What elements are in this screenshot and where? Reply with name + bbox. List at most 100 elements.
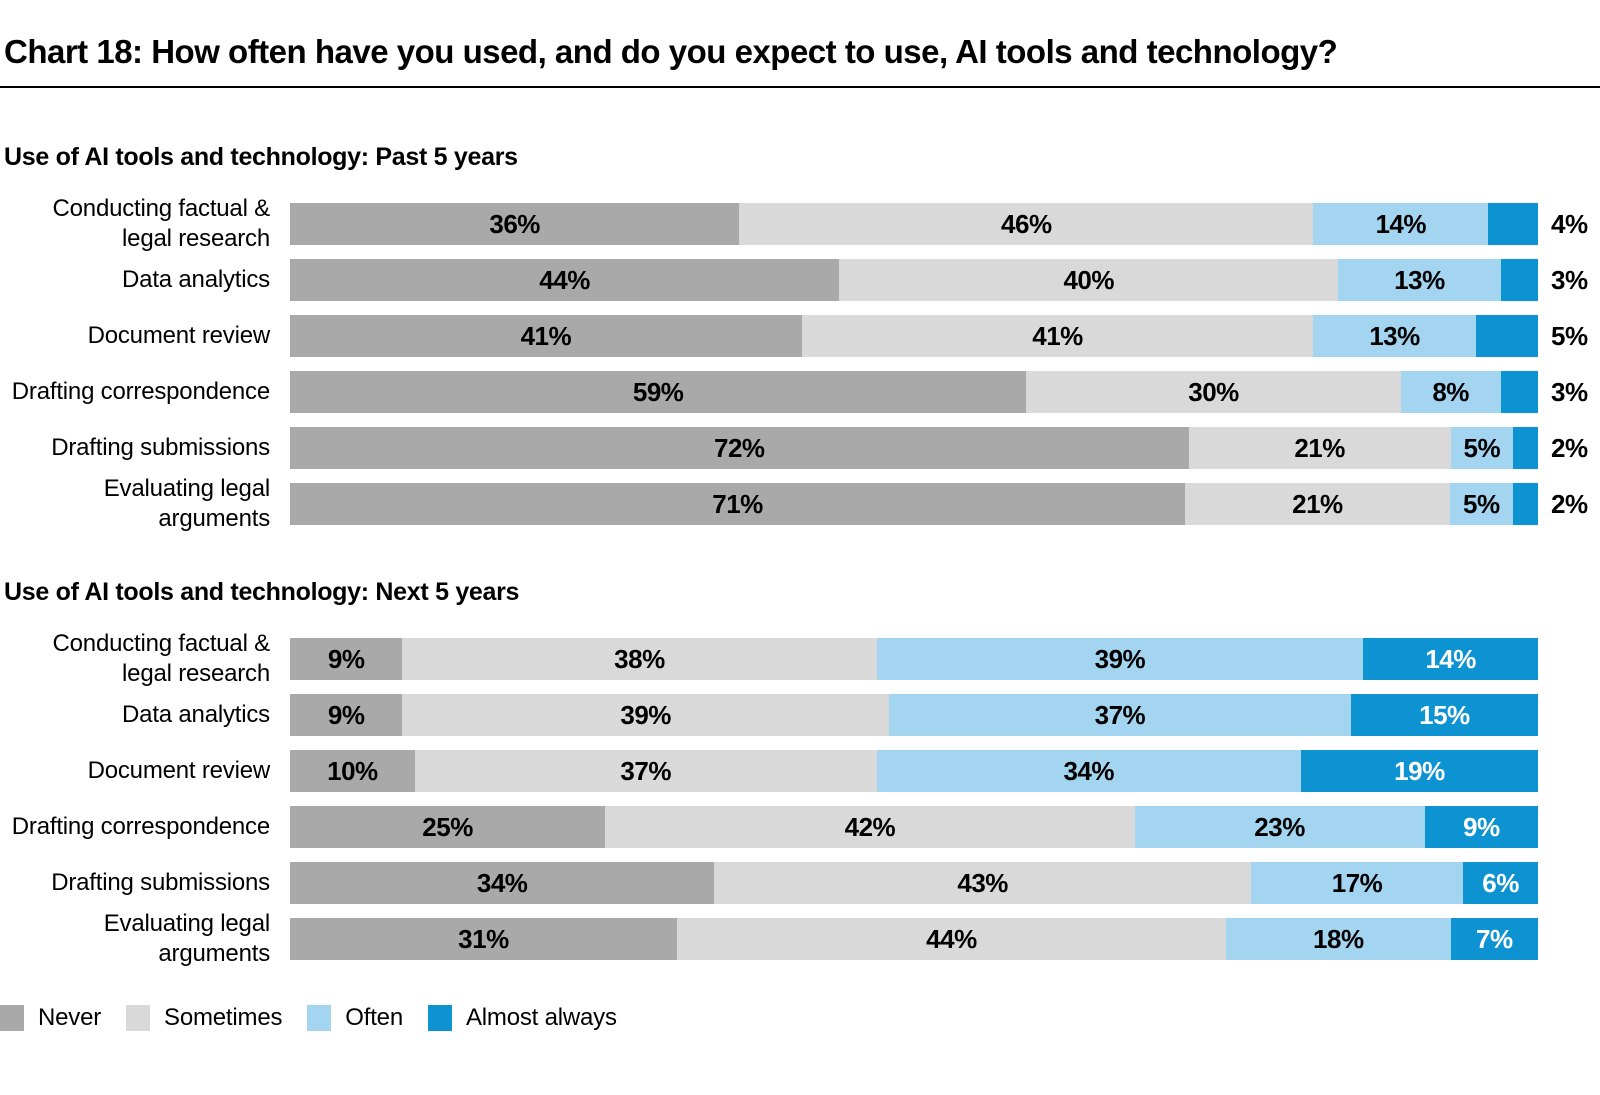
segment-often: 39% <box>876 638 1364 680</box>
value-label: 72% <box>714 432 765 463</box>
legend-label: Never <box>38 1004 102 1031</box>
legend-item-sometimes: Sometimes <box>126 1004 282 1032</box>
value-label: 41% <box>520 320 572 351</box>
value-label: 7% <box>1476 923 1513 954</box>
value-label: 39% <box>620 699 671 730</box>
segment-never: 72% <box>290 427 1189 469</box>
segment-sometimes: 42% <box>605 806 1135 848</box>
segment-sometimes: 21% <box>1185 483 1450 525</box>
segment-never: 25% <box>290 806 606 848</box>
legend-label: Often <box>345 1004 403 1031</box>
value-label: 9% <box>327 643 365 674</box>
value-label: 17% <box>1331 867 1383 898</box>
segment-almost-always: 14% <box>1363 638 1538 680</box>
value-label: 21% <box>1292 488 1343 519</box>
segment-often: 37% <box>889 694 1351 736</box>
segment-often: 17% <box>1250 862 1464 904</box>
segment-never: 34% <box>290 862 715 904</box>
stacked-bar: 25% 42% 23% 9% <box>290 806 1538 848</box>
stacked-bar: 71% 21% 5% <box>290 483 1539 525</box>
bar-row-drafting-correspondence: Drafting correspondence 59% 30% 8% 3% <box>0 371 1600 413</box>
segment-almost-always <box>1475 315 1539 357</box>
segment-sometimes: 43% <box>714 862 1251 904</box>
segment-sometimes: 21% <box>1188 427 1451 469</box>
legend-label: Almost always <box>465 1004 617 1031</box>
segment-almost-always <box>1513 427 1538 469</box>
chart-section-next: Use of AI tools and technology: Next 5 y… <box>0 578 1600 967</box>
category-label: Data analytics <box>122 701 270 728</box>
value-label: 34% <box>1063 755 1114 786</box>
bar-row-data-analytics: Data analytics 44% 40% 13% 3% <box>0 259 1600 301</box>
segment-almost-always <box>1500 371 1538 413</box>
bar-row-drafting-submissions: Drafting submissions 34% 43% 17% 6% <box>0 862 1600 904</box>
value-label: 23% <box>1254 811 1305 842</box>
stacked-bar: 9% 39% 37% 15% <box>290 694 1538 736</box>
value-label: 5% <box>1462 488 1500 519</box>
legend-item-often: Often <box>307 1004 403 1032</box>
bar-row-data-analytics: Data analytics 9% 39% 37% 15% <box>0 694 1600 736</box>
segment-almost-always: 6% <box>1463 862 1538 904</box>
legend-item-never: Never <box>0 1004 101 1032</box>
segment-often: 18% <box>1226 918 1451 960</box>
stacked-bar: 34% 43% 17% 6% <box>290 862 1538 904</box>
value-label: 41% <box>1032 320 1083 351</box>
value-label: 37% <box>620 755 671 786</box>
value-label: 6% <box>1482 867 1519 898</box>
segment-never: 9% <box>290 694 403 736</box>
section-title-past: Use of AI tools and technology: Past 5 y… <box>4 143 518 171</box>
category-label: Drafting submissions <box>51 869 270 896</box>
outside-value-label <box>1538 750 1600 792</box>
segment-often: 34% <box>876 750 1301 792</box>
bar-row-drafting-submissions: Drafting submissions 72% 21% 5% 2% <box>0 427 1600 469</box>
segment-never: 36% <box>290 203 740 245</box>
bar-rows-past: Conducting factual & legal research 36% 46… <box>0 195 1600 532</box>
outside-value-label <box>1538 694 1600 736</box>
value-label: 30% <box>1188 376 1239 407</box>
segment-sometimes: 37% <box>414 750 877 792</box>
value-label: 31% <box>458 923 509 954</box>
category-label: Conducting factual & legal research <box>52 630 271 687</box>
segment-sometimes: 40% <box>839 259 1339 301</box>
value-label: 14% <box>1425 643 1476 674</box>
legend-swatch-never-icon <box>0 1005 24 1031</box>
value-label: 8% <box>1432 376 1469 407</box>
value-label: 15% <box>1419 699 1470 730</box>
value-label: 9% <box>327 699 365 730</box>
bar-row-evaluating-legal: Evaluating legal arguments 71% 21% 5% 2% <box>0 475 1600 532</box>
category-label: Evaluating legal arguments <box>103 910 270 967</box>
legend-label: Sometimes <box>164 1004 283 1031</box>
segment-never: 71% <box>290 483 1186 525</box>
outside-value-label <box>1538 918 1600 960</box>
legend-swatch-often-icon <box>307 1005 332 1031</box>
value-label: 18% <box>1313 923 1364 954</box>
value-label: 10% <box>327 755 378 786</box>
value-label: 21% <box>1294 432 1345 463</box>
outside-value-label: 3% <box>1551 264 1588 295</box>
segment-sometimes: 38% <box>402 638 877 680</box>
segment-often: 14% <box>1313 203 1489 245</box>
value-label: 40% <box>1063 264 1114 295</box>
legend-item-almost-always: Almost always <box>427 1004 617 1032</box>
segment-sometimes: 30% <box>1026 371 1401 413</box>
value-label: 44% <box>539 264 590 295</box>
segment-sometimes: 39% <box>402 694 890 736</box>
segment-often: 8% <box>1400 371 1501 413</box>
category-label: Drafting correspondence <box>11 378 270 405</box>
legend-swatch-sometimes-icon <box>126 1005 151 1031</box>
value-label: 59% <box>632 376 684 407</box>
stacked-bar: 59% 30% 8% <box>290 371 1538 413</box>
outside-value-label <box>1538 806 1600 848</box>
category-label: Data analytics <box>122 266 270 293</box>
stacked-bar: 72% 21% 5% <box>290 427 1538 469</box>
outside-value-label: 4% <box>1551 208 1588 239</box>
title-rule <box>0 86 1600 88</box>
value-label: 13% <box>1394 264 1445 295</box>
value-label: 44% <box>926 923 977 954</box>
segment-sometimes: 44% <box>676 918 1226 960</box>
legend: Never Sometimes Often Almost always <box>0 1004 1600 1032</box>
value-label: 42% <box>844 811 896 842</box>
segment-almost-always <box>1500 259 1538 301</box>
segment-almost-always <box>1512 483 1539 525</box>
value-label: 14% <box>1375 208 1426 239</box>
